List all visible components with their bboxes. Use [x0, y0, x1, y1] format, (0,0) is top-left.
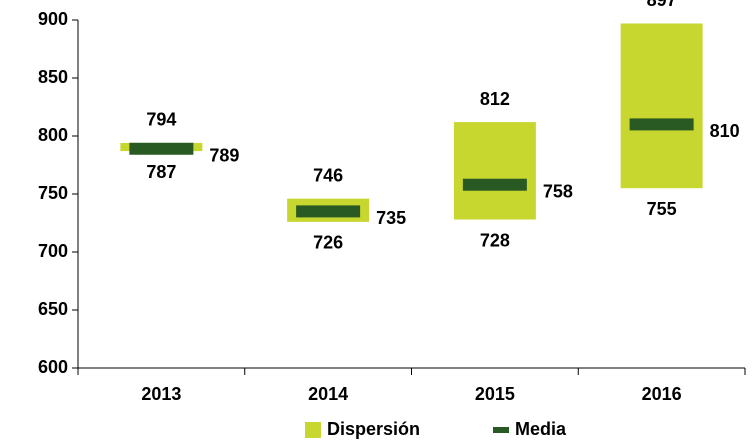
high-label: 897: [647, 0, 677, 10]
range-bar: [620, 23, 703, 189]
low-label: 787: [146, 162, 176, 182]
legend-label: Media: [515, 419, 567, 439]
y-tick-label: 600: [38, 357, 68, 377]
mean-marker: [129, 142, 194, 155]
range-bar: [453, 122, 536, 220]
y-tick-label: 800: [38, 125, 68, 145]
x-tick-label: 2015: [475, 384, 515, 404]
y-tick-label: 750: [38, 183, 68, 203]
high-label: 794: [146, 110, 176, 130]
high-label: 746: [313, 165, 343, 185]
x-tick-label: 2013: [141, 384, 181, 404]
mean-label: 789: [209, 146, 239, 166]
mean-marker: [296, 205, 361, 218]
x-tick-label: 2014: [308, 384, 348, 404]
y-tick-label: 850: [38, 67, 68, 87]
y-tick-label: 700: [38, 241, 68, 261]
y-tick-label: 900: [38, 9, 68, 29]
mean-label: 735: [376, 208, 406, 228]
y-tick-label: 650: [38, 299, 68, 319]
legend-swatch: [493, 427, 509, 433]
low-label: 726: [313, 233, 343, 253]
x-tick-label: 2016: [642, 384, 682, 404]
low-label: 755: [647, 199, 677, 219]
mean-label: 810: [710, 121, 740, 141]
mean-marker: [629, 118, 694, 131]
mean-label: 758: [543, 181, 573, 201]
legend-label: Dispersión: [327, 419, 420, 439]
mean-marker: [462, 178, 527, 191]
high-label: 812: [480, 89, 510, 109]
legend-swatch: [305, 422, 321, 438]
low-label: 728: [480, 230, 510, 250]
